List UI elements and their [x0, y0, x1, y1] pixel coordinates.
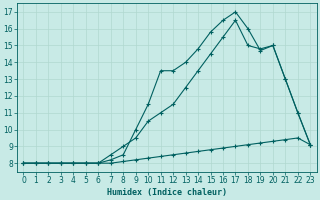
- X-axis label: Humidex (Indice chaleur): Humidex (Indice chaleur): [107, 188, 227, 197]
